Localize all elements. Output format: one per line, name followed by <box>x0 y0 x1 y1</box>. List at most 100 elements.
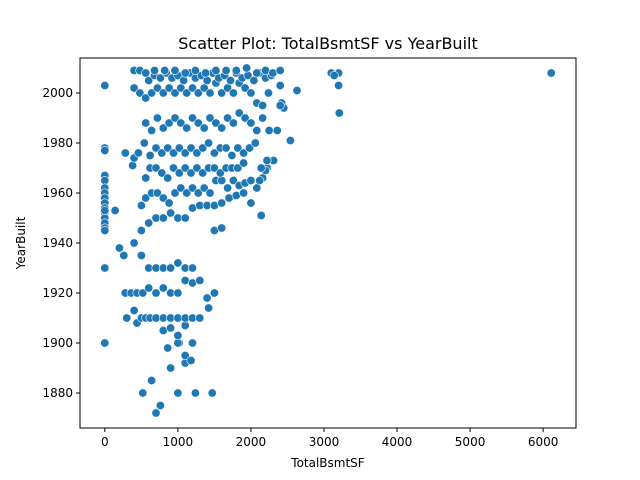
data-point <box>231 66 241 76</box>
data-point <box>158 193 168 203</box>
data-point <box>179 76 189 86</box>
data-point <box>164 83 174 93</box>
data-point <box>141 93 151 103</box>
data-point <box>176 118 186 128</box>
data-point <box>169 148 179 158</box>
data-point <box>211 66 221 76</box>
data-point <box>163 343 173 353</box>
data-point <box>252 183 262 193</box>
data-point <box>173 388 183 398</box>
data-point <box>158 123 168 133</box>
data-point <box>139 138 149 148</box>
data-point <box>166 363 176 373</box>
x-axis: 0 1000 2000 3000 4000 5000 6000 <box>101 428 558 449</box>
data-point <box>180 163 190 173</box>
data-point <box>228 88 238 98</box>
data-point <box>170 113 180 123</box>
data-point <box>188 83 198 93</box>
data-point <box>195 313 205 323</box>
data-point <box>199 183 209 193</box>
data-point <box>190 388 200 398</box>
data-point <box>152 113 162 123</box>
data-point <box>215 168 225 178</box>
data-point <box>151 143 161 153</box>
data-point <box>144 283 154 293</box>
data-point <box>138 388 148 398</box>
data-point <box>205 188 215 198</box>
data-point <box>252 126 262 136</box>
data-point <box>205 88 215 98</box>
data-points <box>100 63 556 418</box>
data-point <box>176 183 186 193</box>
data-point <box>233 163 243 173</box>
data-point <box>100 338 110 348</box>
data-point <box>151 408 161 418</box>
data-point <box>334 108 344 118</box>
data-point <box>217 223 227 233</box>
data-point <box>120 148 130 158</box>
data-point <box>180 68 190 78</box>
data-point <box>166 263 176 273</box>
data-point <box>211 118 221 128</box>
data-point <box>240 83 250 93</box>
data-point <box>173 330 183 340</box>
data-point <box>128 161 138 171</box>
data-point <box>155 73 165 83</box>
x-tick-label: 1000 <box>163 435 194 449</box>
data-point <box>190 66 200 76</box>
data-point <box>173 338 183 348</box>
data-point <box>256 163 266 173</box>
data-point <box>166 208 176 218</box>
x-tick-label: 6000 <box>528 435 559 449</box>
data-point <box>209 163 219 173</box>
y-tick-label: 1920 <box>42 286 73 300</box>
data-point <box>147 126 157 136</box>
data-point <box>201 68 211 78</box>
data-point <box>204 138 214 148</box>
data-point <box>209 288 219 298</box>
data-point <box>246 88 256 98</box>
data-point <box>198 143 208 153</box>
data-point <box>188 263 198 273</box>
y-tick-label: 2000 <box>42 86 73 100</box>
data-point <box>228 118 238 128</box>
data-point <box>202 293 212 303</box>
data-point <box>170 66 180 76</box>
data-point <box>129 83 139 93</box>
data-point <box>292 86 302 96</box>
y-tick-label: 1960 <box>42 186 73 200</box>
data-point <box>182 88 192 98</box>
data-point <box>151 288 161 298</box>
data-point <box>217 198 227 208</box>
data-point <box>138 288 148 298</box>
y-tick-label: 1980 <box>42 136 73 150</box>
x-tick-label: 4000 <box>382 435 413 449</box>
data-point <box>262 156 272 166</box>
data-point <box>188 183 198 193</box>
data-point <box>198 168 208 178</box>
data-point <box>180 320 190 330</box>
data-point <box>546 68 556 78</box>
y-tick-label: 1880 <box>42 386 73 400</box>
chart-title: Scatter Plot: TotalBsmtSF vs YearBuilt <box>178 34 477 53</box>
data-point <box>217 88 227 98</box>
data-point <box>245 143 255 153</box>
data-point <box>180 213 190 223</box>
data-point <box>158 283 168 293</box>
data-point <box>133 148 143 158</box>
data-point <box>246 198 256 208</box>
data-point <box>157 148 167 158</box>
y-tick-label: 1940 <box>42 236 73 250</box>
data-point <box>147 375 157 385</box>
data-point <box>188 338 198 348</box>
data-point <box>136 226 146 236</box>
data-point <box>217 123 227 133</box>
data-point <box>188 113 198 123</box>
data-point <box>240 113 250 123</box>
data-point <box>329 71 339 81</box>
data-point <box>141 68 151 78</box>
y-axis: 1880 1900 1920 1940 1960 1980 2000 <box>42 86 80 400</box>
data-point <box>163 143 173 153</box>
data-point <box>100 206 110 216</box>
data-point <box>180 350 190 360</box>
